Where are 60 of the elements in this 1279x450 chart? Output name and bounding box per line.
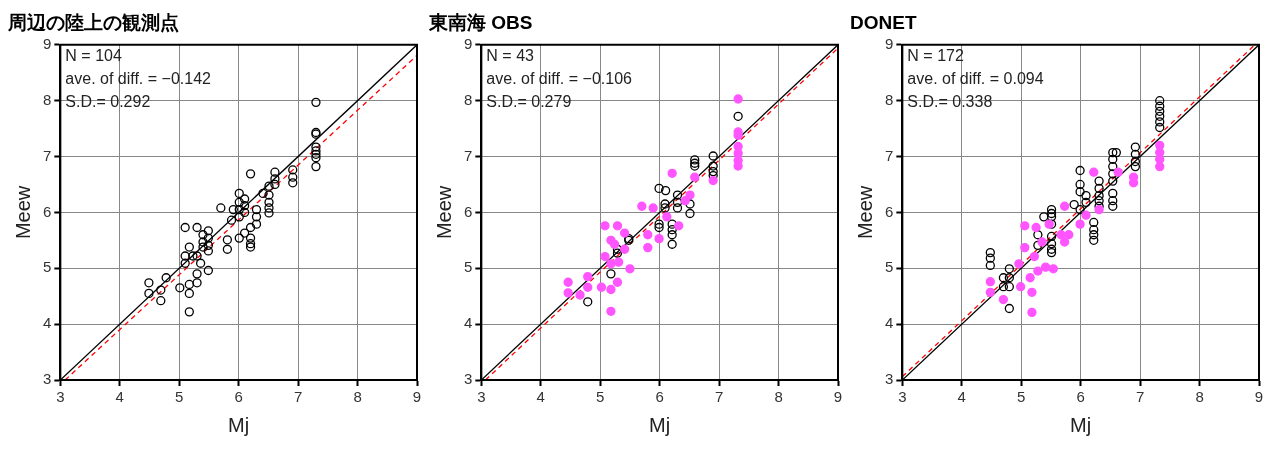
chart-title: DONET	[850, 11, 917, 33]
x-tick-label: 3	[477, 388, 486, 406]
y-tick-label: 7	[885, 146, 894, 164]
y-tick-label: 4	[43, 314, 52, 332]
x-tick-label: 5	[175, 388, 184, 406]
y-tick-label: 5	[43, 258, 52, 276]
x-tick-label: 8	[774, 388, 783, 406]
annotation: ave. of diff. = −0.142	[65, 70, 212, 88]
y-tick-label: 9	[464, 34, 473, 52]
x-tick-label: 5	[596, 388, 605, 406]
y-axis-title: Meew	[11, 185, 34, 240]
x-tick-label: 4	[115, 388, 124, 406]
x-tick-label: 8	[1195, 388, 1204, 406]
x-tick-label: 7	[293, 388, 303, 406]
annotation: ave. of diff. = −0.106	[486, 70, 633, 88]
x-tick-label: 4	[536, 388, 545, 406]
annotation: N = 172	[907, 47, 964, 65]
y-tick-label: 8	[464, 90, 473, 108]
x-tick-label: 8	[353, 388, 362, 406]
y-tick-label: 6	[885, 202, 894, 220]
x-tick-label: 9	[1254, 388, 1264, 406]
y-tick-label: 3	[43, 370, 52, 388]
x-tick-label: 3	[56, 388, 65, 406]
x-tick-label: 7	[714, 388, 724, 406]
annotation: S.D.= 0.279	[486, 93, 572, 111]
x-tick-label: 7	[1135, 388, 1145, 406]
x-axis-title: Mj	[1070, 413, 1092, 436]
y-tick-label: 7	[43, 146, 52, 164]
chart-title: 東南海 OBS	[428, 11, 533, 33]
x-tick-label: 6	[655, 388, 664, 406]
annotation: ave. of diff. = 0.094	[907, 70, 1044, 88]
y-tick-label: 3	[885, 370, 894, 388]
y-tick-label: 4	[885, 314, 894, 332]
x-tick-label: 9	[833, 388, 843, 406]
chart-title: 周辺の陸上の観測点	[7, 11, 179, 33]
x-tick-label: 9	[412, 388, 422, 406]
y-axis-title: Meew	[853, 185, 876, 240]
y-tick-label: 5	[885, 258, 894, 276]
x-axis-title: Mj	[649, 413, 671, 436]
x-tick-label: 6	[1076, 388, 1085, 406]
y-tick-label: 8	[43, 90, 52, 108]
y-tick-label: 9	[885, 34, 894, 52]
annotation: S.D.= 0.292	[65, 93, 151, 111]
y-tick-label: 4	[464, 314, 473, 332]
y-tick-label: 9	[43, 34, 52, 52]
y-tick-label: 7	[464, 146, 473, 164]
annotation: S.D.= 0.338	[907, 93, 993, 111]
y-tick-label: 8	[885, 90, 894, 108]
y-tick-label: 6	[464, 202, 473, 220]
x-tick-label: 4	[957, 388, 966, 406]
x-tick-label: 6	[234, 388, 243, 406]
y-tick-label: 5	[464, 258, 473, 276]
annotation: N = 43	[486, 47, 535, 65]
x-tick-label: 3	[898, 388, 907, 406]
x-tick-label: 5	[1017, 388, 1026, 406]
annotation: N = 104	[65, 47, 122, 65]
y-tick-label: 6	[43, 202, 52, 220]
x-axis-title: Mj	[228, 413, 250, 436]
y-tick-label: 3	[464, 370, 473, 388]
y-axis-title: Meew	[432, 185, 455, 240]
